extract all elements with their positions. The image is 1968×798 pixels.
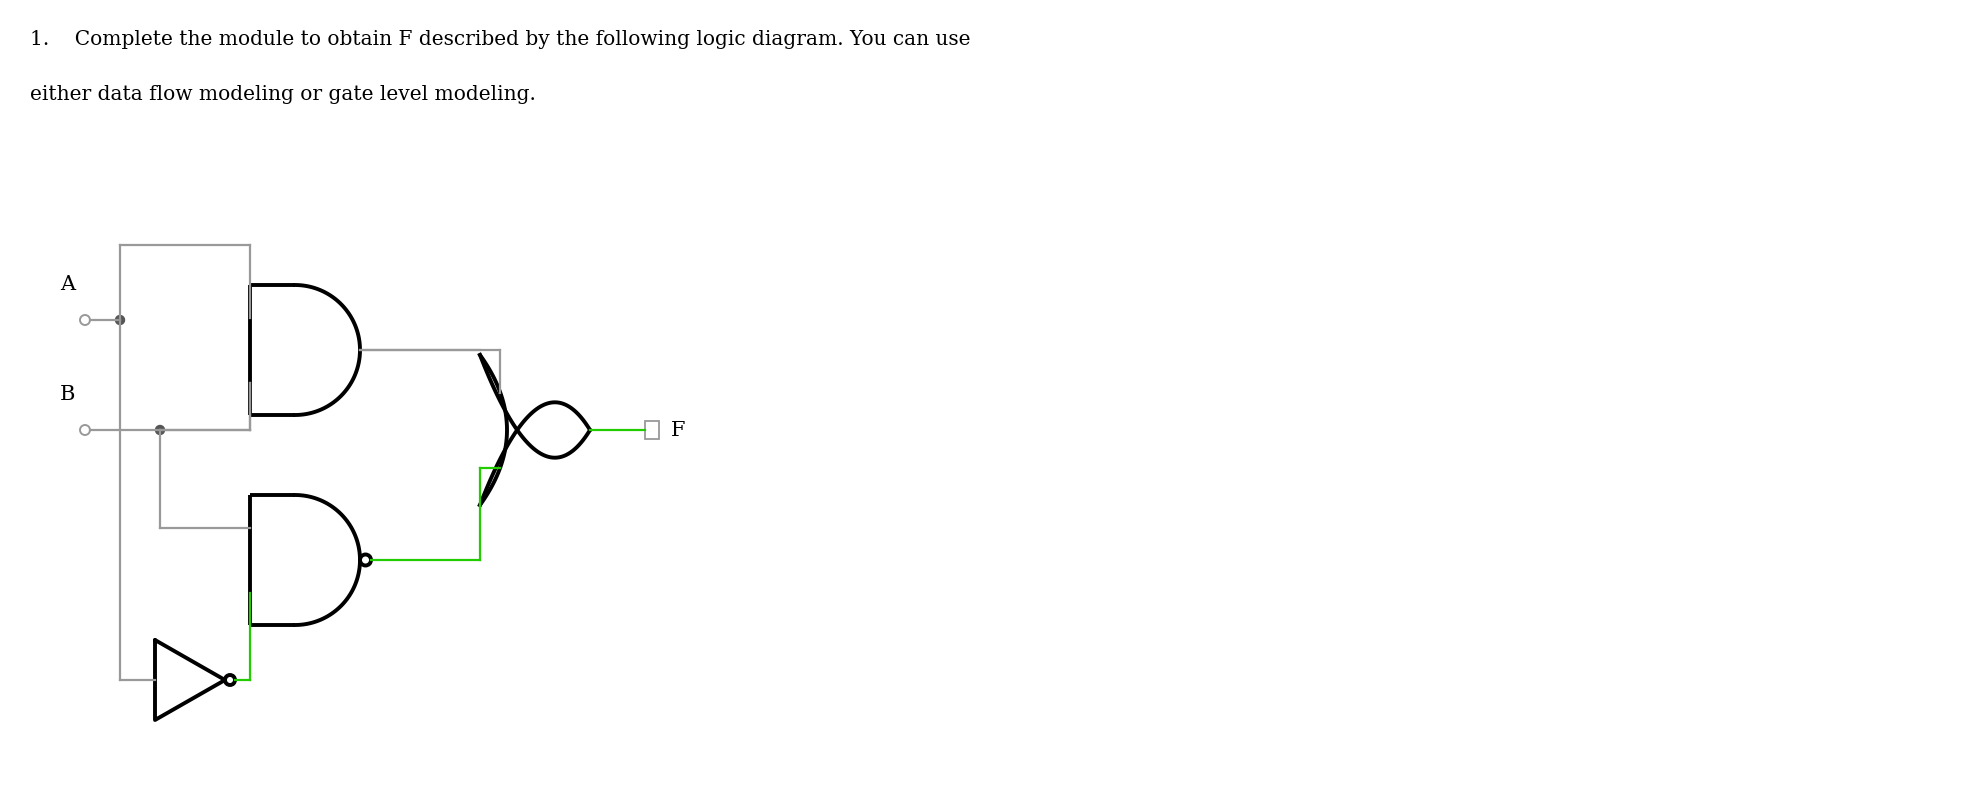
Circle shape [116, 315, 124, 325]
Text: F: F [671, 421, 685, 440]
Circle shape [155, 425, 165, 434]
Bar [646, 421, 659, 439]
Text: B: B [59, 385, 75, 405]
Text: A: A [59, 275, 75, 294]
Text: 1.    Complete the module to obtain F described by the following logic diagram. : 1. Complete the module to obtain F descr… [30, 30, 970, 49]
Text: either data flow modeling or gate level modeling.: either data flow modeling or gate level … [30, 85, 535, 104]
